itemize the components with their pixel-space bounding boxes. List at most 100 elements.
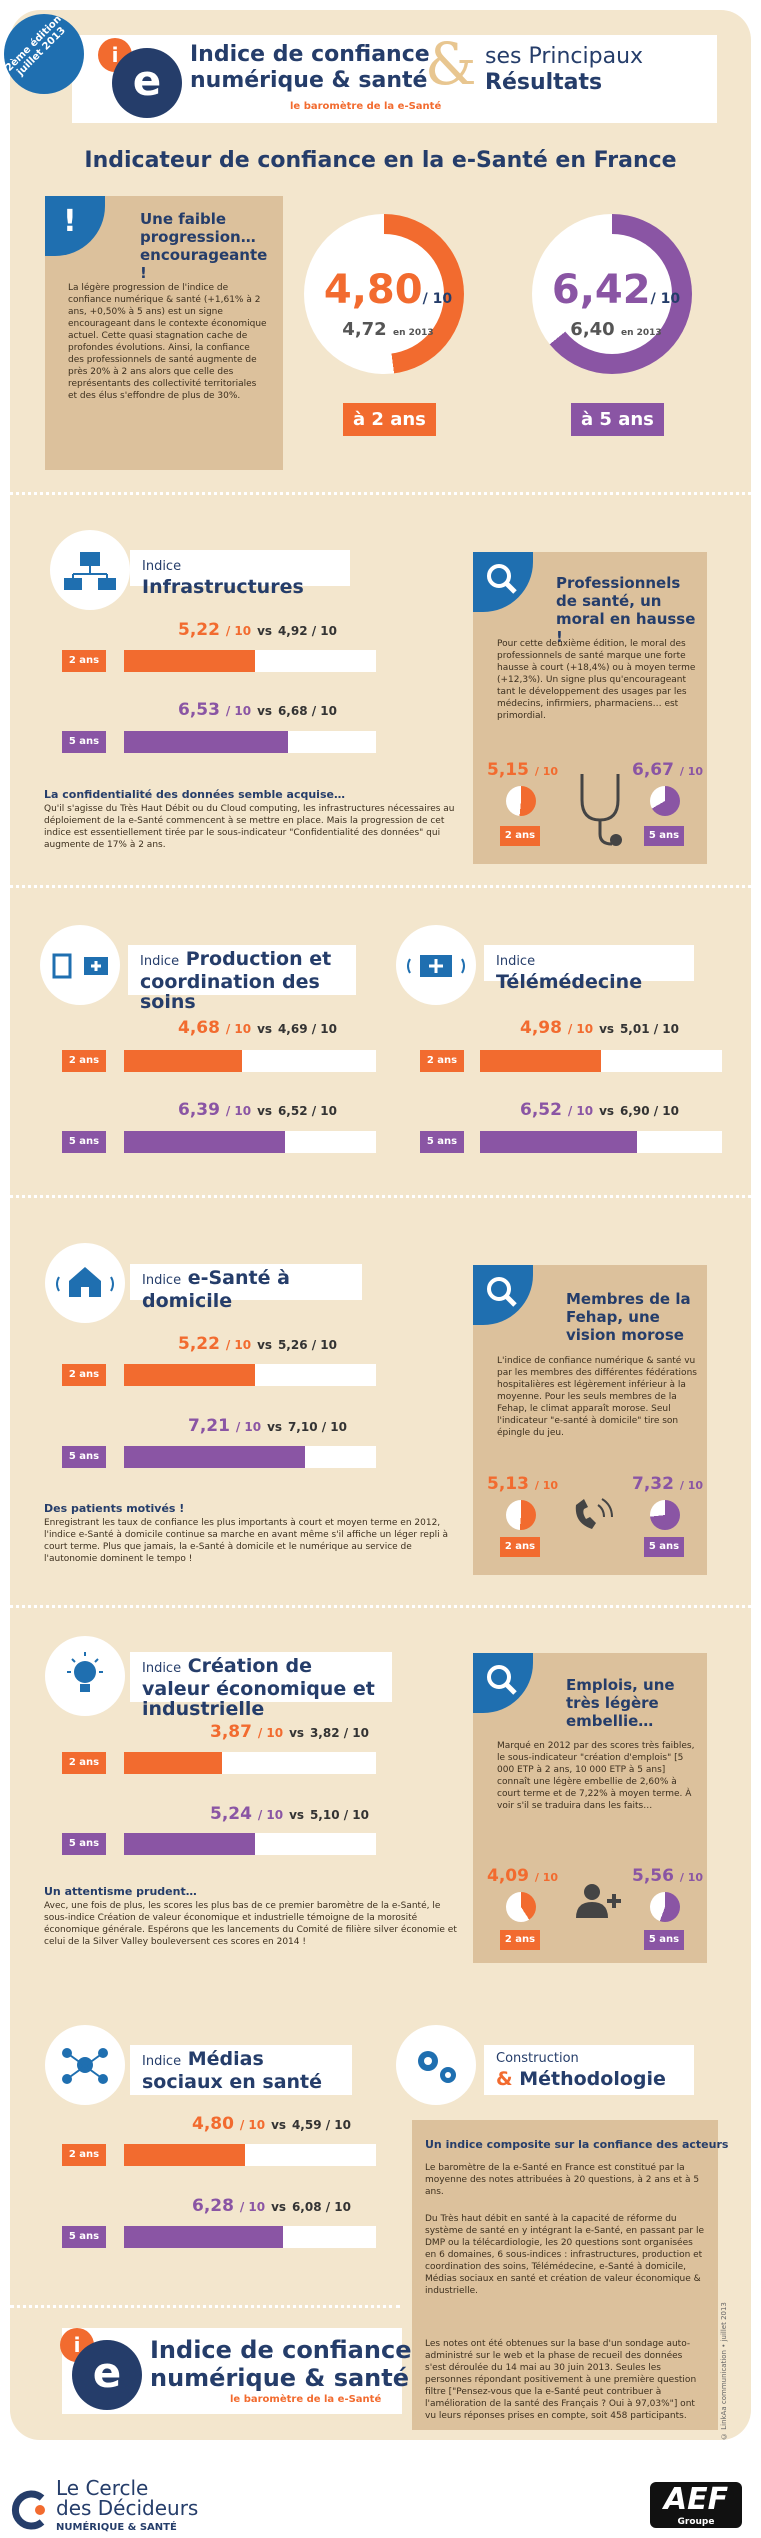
- medias-name: Médias sociaux en santé: [142, 2048, 323, 2093]
- medias-bar5-fill: [124, 2226, 283, 2248]
- footer-subtitle: le baromètre de la e-Santé: [230, 2394, 382, 2405]
- dom-vs5: vs: [267, 1420, 283, 1434]
- social-network-icon: [45, 2025, 125, 2105]
- dom-vs2: vs: [257, 1338, 273, 1352]
- infra-note-title: La confidentialité des données semble ac…: [44, 788, 345, 801]
- tele-bar2-fill: [480, 1050, 601, 1072]
- prod-bar5-fill: [124, 1131, 286, 1153]
- magnifier-icon: [473, 1265, 533, 1325]
- prod-score-2: 4,68 / 10 vs 4,69 / 10: [178, 1018, 337, 1038]
- aef-text: AEF: [663, 2482, 729, 2517]
- creation-bar5-fill: [124, 1833, 256, 1855]
- network-icon: [50, 530, 130, 610]
- emploi-score-2: 4,09 / 10: [487, 1866, 558, 1886]
- aef-sub: Groupe: [677, 2517, 715, 2527]
- method-p1: Le baromètre de la e-Santé en France est…: [425, 2163, 700, 2197]
- medias-bar5-track: [124, 2226, 376, 2248]
- pros-text: Pour cette deuxième édition, le moral de…: [497, 639, 696, 721]
- dom-tag5: 5 ans: [62, 1446, 106, 1468]
- creation-ten5: / 10: [257, 1808, 284, 1822]
- infra-note-text: Qu'il s'agisse du Très Haut Débit ou du …: [44, 804, 455, 850]
- pros-pie2: [506, 786, 536, 816]
- creation-note-text: Avec, une fois de plus, les scores les p…: [44, 1901, 457, 1947]
- ring-5ans: [532, 214, 692, 374]
- infra-vs2: vs: [257, 624, 273, 638]
- lightbulb-icon: [45, 1636, 125, 1716]
- creation-prefix: Indice: [142, 1661, 182, 1676]
- dom-tag2: 2 ans: [62, 1364, 106, 1386]
- fehap-score-5: 7,32 / 10: [632, 1474, 703, 1494]
- divider: [10, 1195, 751, 1198]
- creation-name: Création de valeur économique et industr…: [142, 1655, 375, 1720]
- medias-prefix: Indice: [142, 2054, 182, 2069]
- dom-score-2: 5,22 / 10 vs 5,26 / 10: [178, 1334, 337, 1354]
- medias-bar2-fill: [124, 2144, 245, 2166]
- infra-s5: 6,53: [178, 700, 220, 720]
- medias-bar2-track: [124, 2144, 376, 2166]
- prod-vs5: vs: [257, 1104, 273, 1118]
- dom-score-5: 7,21 / 10 vs 7,10 / 10: [188, 1416, 347, 1436]
- infra-prefix: Indice: [142, 559, 182, 574]
- infra-v5: 6,68 / 10: [277, 704, 337, 718]
- section-label-method: Construction & Méthodologie: [484, 2045, 694, 2095]
- magnifier-icon: [473, 1653, 533, 1713]
- creation-vs5: vs: [289, 1808, 305, 1822]
- infra-ten2: / 10: [225, 624, 252, 638]
- prod-ten5: / 10: [225, 1104, 252, 1118]
- tele-ten2: / 10: [567, 1022, 594, 1036]
- home-icon: [45, 1243, 125, 1323]
- tele-v2: 5,01 / 10: [619, 1022, 679, 1036]
- ring2-unit: / 10: [650, 291, 681, 307]
- creation-s2: 3,87: [210, 1722, 252, 1742]
- tele-score-2: 4,98 / 10 vs 5,01 / 10: [520, 1018, 679, 1038]
- creation-vs2: vs: [289, 1726, 305, 1740]
- infra-score-2: 5,22 / 10 vs 4,92 / 10: [178, 620, 337, 640]
- pros-tag2: 2 ans: [500, 826, 540, 846]
- prod-name: Production et coordination des soins: [140, 948, 332, 1013]
- ring1-unit: / 10: [422, 291, 453, 307]
- prod-bar5-track: [124, 1131, 376, 1153]
- infra-name: Infrastructures: [142, 576, 304, 598]
- section-label-prod: Indice Production et coordination des so…: [128, 945, 356, 1012]
- cercle-line1: Le Cercle: [56, 2476, 149, 2500]
- emploi-title: Emplois, une très légère embellie…: [566, 1676, 675, 1730]
- emploi-tag2: 2 ans: [500, 1930, 540, 1950]
- pros-score-5: 6,67 / 10: [632, 760, 703, 780]
- prod-s2: 4,68: [178, 1018, 220, 1038]
- phone-icon: [568, 1495, 618, 1539]
- fehap-ten5: / 10: [679, 1479, 704, 1492]
- tag-2ans: à 2 ans: [343, 403, 436, 436]
- creation-score-5: 5,24 / 10 vs 5,10 / 10: [210, 1804, 369, 1824]
- divider: [10, 885, 751, 888]
- method-p3: Les notes ont été obtenues sur la base d…: [425, 2339, 697, 2421]
- add-person-icon: [572, 1880, 622, 1924]
- pros-ten5: / 10: [679, 765, 704, 778]
- dom-note-text: Enregistrant les taux de confiance les p…: [44, 1518, 449, 1564]
- ring1-prev-label: en 2013: [393, 328, 434, 338]
- method-amp: &: [496, 2068, 513, 2090]
- tele-score-5: 6,52 / 10 vs 6,90 / 10: [520, 1100, 679, 1120]
- medias-score-5: 6,28 / 10 vs 6,08 / 10: [192, 2196, 351, 2216]
- logo-e-icon: e: [72, 2340, 142, 2410]
- fehap-text: L'indice de confiance numérique & santé …: [497, 1356, 697, 1438]
- creation-score-2: 3,87 / 10 vs 3,82 / 10: [210, 1722, 369, 1742]
- intro-title: Une faible progression… encourageante !: [140, 210, 268, 282]
- dom-bar5-track: [124, 1446, 376, 1468]
- dom-ten5: / 10: [235, 1420, 262, 1434]
- dom-bar5-fill: [124, 1446, 306, 1468]
- header-results: ses Principaux Résultats: [485, 44, 643, 96]
- cercle-logo-icon: [10, 2490, 50, 2534]
- tele-bar5-fill: [480, 1131, 638, 1153]
- prod-ten2: / 10: [225, 1022, 252, 1036]
- fehap-tag5: 5 ans: [644, 1537, 684, 1557]
- intro-text: La légère progression de l'indice de con…: [68, 283, 267, 401]
- pros-title: Professionnels de santé, un moral en hau…: [556, 574, 696, 646]
- creation-v2: 3,82 / 10: [309, 1726, 369, 1740]
- divider: [10, 2305, 400, 2308]
- tag-5ans: à 5 ans: [571, 403, 664, 436]
- dom-s2: 5,22: [178, 1334, 220, 1354]
- infra-v2: 4,92 / 10: [277, 624, 337, 638]
- creation-ten2: / 10: [257, 1726, 284, 1740]
- footer-title: Indice de confiance numérique & santé: [150, 2336, 411, 2392]
- method-label2: Méthodologie: [519, 2068, 666, 2090]
